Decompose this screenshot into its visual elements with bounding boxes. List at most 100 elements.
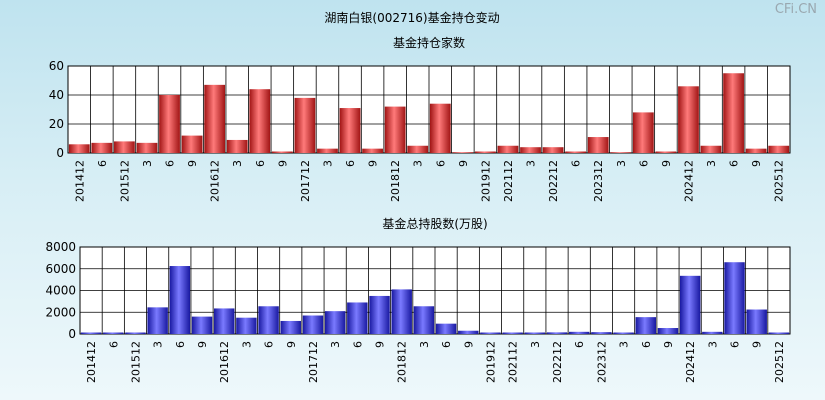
x-tick-label: 202212	[547, 160, 560, 202]
x-tick-label: 6	[570, 160, 583, 167]
bar	[391, 289, 412, 334]
bar	[458, 330, 479, 334]
chart-title: 基金持仓家数	[393, 35, 465, 50]
bar	[302, 315, 324, 334]
bar	[452, 152, 474, 153]
bar	[702, 331, 723, 334]
bar	[339, 108, 361, 153]
bar	[369, 295, 390, 334]
bar	[324, 311, 346, 334]
x-tick-label: 3	[152, 341, 165, 348]
x-tick-label: 202212	[551, 341, 564, 383]
bar	[635, 317, 656, 334]
x-tick-label: 202312	[592, 160, 605, 202]
bar	[271, 151, 293, 153]
x-tick-label: 9	[367, 160, 380, 167]
x-tick-label: 9	[751, 341, 764, 348]
x-tick-label: 3	[321, 160, 334, 167]
y-tick-label: 20	[49, 117, 64, 131]
bar	[655, 151, 677, 153]
y-tick-label: 40	[49, 88, 64, 102]
bar	[249, 89, 271, 153]
x-tick-label: 9	[457, 160, 470, 167]
x-tick-label: 3	[525, 160, 538, 167]
y-tick-label: 8000	[45, 240, 76, 254]
bar	[546, 332, 568, 334]
x-tick-label: 202512	[773, 160, 786, 202]
bar	[204, 84, 226, 153]
x-tick-label: 6	[440, 341, 453, 348]
bar	[524, 332, 546, 334]
bar	[384, 106, 406, 153]
bar	[542, 147, 564, 153]
bar	[159, 95, 180, 153]
bar	[746, 309, 767, 334]
x-tick-label: 6	[174, 341, 187, 348]
bar	[236, 317, 257, 334]
x-tick-label: 3	[240, 341, 253, 348]
bar	[497, 145, 519, 153]
y-tick-label: 0	[68, 327, 76, 341]
x-tick-label: 6	[344, 160, 357, 167]
x-tick-label: 3	[141, 160, 154, 167]
bar	[68, 144, 90, 153]
bar	[679, 275, 701, 334]
bar	[435, 323, 457, 334]
x-tick-label: 202112	[502, 160, 515, 202]
bar	[280, 320, 301, 334]
bar	[700, 145, 722, 153]
x-tick-label: 6	[573, 341, 586, 348]
bar	[317, 148, 338, 153]
x-tick-label: 6	[729, 341, 742, 348]
x-tick-label: 9	[186, 160, 199, 167]
x-tick-label: 3	[418, 341, 431, 348]
bar	[657, 328, 679, 334]
bar	[745, 148, 767, 153]
bar	[768, 145, 790, 153]
x-tick-label: 6	[107, 341, 120, 348]
x-tick-label: 6	[263, 341, 276, 348]
bar	[520, 147, 541, 153]
x-tick-label: 3	[529, 341, 542, 348]
bar	[591, 332, 612, 334]
x-tick-label: 6	[434, 160, 447, 167]
x-tick-label: 201712	[299, 160, 312, 202]
x-tick-label: 9	[374, 341, 387, 348]
x-tick-label: 202512	[773, 341, 786, 383]
x-tick-label: 3	[412, 160, 425, 167]
bar	[565, 151, 587, 153]
bar	[413, 306, 435, 334]
x-tick-label: 3	[329, 341, 342, 348]
bar	[258, 306, 279, 334]
page-title: 湖南白银(002716)基金持仓变动	[324, 10, 499, 25]
bar	[103, 332, 124, 334]
x-tick-label: 201812	[396, 341, 409, 383]
bar	[80, 332, 102, 334]
x-tick-label: 201712	[307, 341, 320, 383]
bar	[502, 332, 523, 334]
x-tick-label: 3	[615, 160, 628, 167]
bar	[347, 302, 368, 334]
bar	[768, 332, 790, 334]
bar	[136, 142, 158, 153]
y-tick-label: 2000	[45, 305, 76, 319]
x-tick-label: 9	[462, 341, 475, 348]
bar	[613, 332, 634, 334]
bar	[407, 145, 429, 153]
bar	[191, 316, 213, 334]
x-tick-label: 201812	[389, 160, 402, 202]
bar	[678, 86, 699, 153]
x-tick-label: 6	[254, 160, 267, 167]
x-tick-label: 9	[750, 160, 763, 167]
y-tick-label: 0	[56, 146, 64, 160]
bar	[226, 139, 248, 153]
x-tick-label: 3	[706, 341, 719, 348]
bar	[587, 137, 609, 153]
x-tick-label: 6	[637, 160, 650, 167]
bar	[181, 135, 203, 153]
y-tick-label: 6000	[45, 262, 76, 276]
x-tick-label: 9	[660, 160, 673, 167]
x-tick-label: 201412	[73, 160, 86, 202]
chart-title: 基金总持股数(万股)	[382, 216, 487, 231]
